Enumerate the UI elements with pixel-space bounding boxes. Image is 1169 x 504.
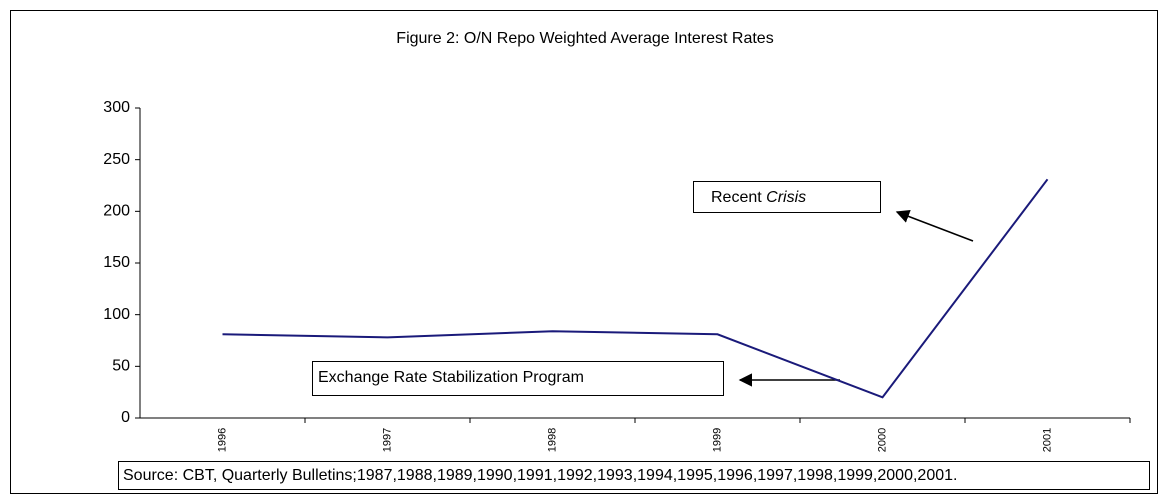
y-tick-label: 300 (103, 99, 130, 116)
annotation-arrow (895, 210, 974, 242)
chart-title: Figure 2: O/N Repo Weighted Average Inte… (396, 30, 773, 47)
y-tick-label: 150 (103, 254, 130, 271)
y-tick-label: 100 (103, 306, 130, 323)
y-tick-label: 0 (121, 409, 130, 426)
data-line (222, 178, 1049, 399)
x-tick-label: 1999 (711, 428, 723, 452)
x-tick-label: 2000 (876, 428, 888, 452)
y-tick-label: 50 (112, 358, 130, 375)
x-tick-label: 1997 (381, 428, 393, 452)
x-tick-label: 1998 (546, 428, 558, 452)
y-tick-label: 200 (103, 203, 130, 220)
chart-frame (10, 10, 1158, 494)
source-note: Source: CBT, Quarterly Bulletins;1987,19… (123, 467, 957, 484)
annotation: Recent Crisis (711, 189, 806, 206)
annotation: Exchange Rate Stabilization Program (318, 369, 584, 386)
annotation-box (693, 181, 881, 213)
x-tick-label: 2001 (1041, 428, 1053, 452)
x-tick-label: 1996 (216, 428, 228, 452)
source-box (118, 461, 1150, 490)
y-tick-label: 250 (103, 151, 130, 168)
annotation-box (312, 361, 724, 396)
